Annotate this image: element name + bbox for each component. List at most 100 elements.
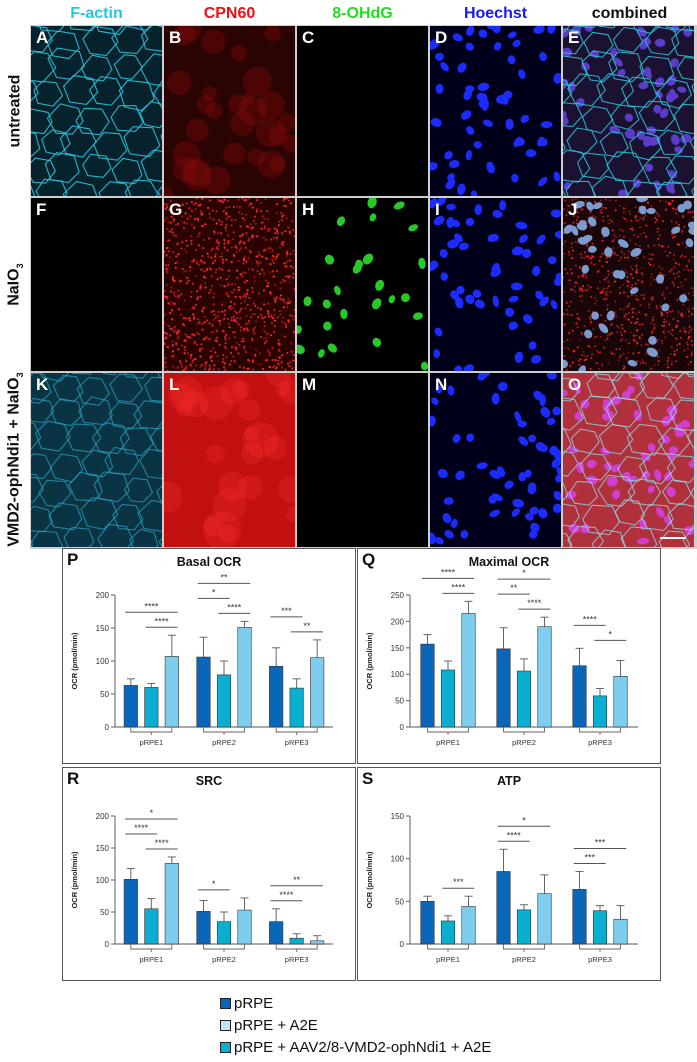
micrograph-panel-i: I	[430, 198, 561, 371]
micrograph-panel-d: D	[430, 26, 561, 196]
legend-label: pRPE	[234, 994, 274, 1012]
panel-letter: C	[302, 28, 315, 47]
legend-swatch	[220, 1019, 231, 1031]
svg-text:***: ***	[584, 852, 595, 862]
svg-text:****: ****	[144, 601, 159, 611]
svg-text:**: **	[220, 572, 228, 582]
svg-text:****: ****	[134, 823, 149, 833]
svg-text:****: ****	[583, 614, 598, 624]
svg-text:****: ****	[279, 890, 294, 900]
svg-text:200: 200	[391, 617, 405, 626]
chart-legend: pRPE pRPE + A2E pRPE + AAV2/8-VMD2-ophNd…	[220, 992, 491, 1058]
svg-text:pRPE1: pRPE1	[436, 955, 460, 964]
micrograph-panel-a: A	[31, 26, 162, 196]
micrograph-panel-o: O	[563, 373, 694, 547]
micrograph-panel-k: K	[31, 373, 162, 547]
svg-text:pRPE2: pRPE2	[212, 955, 236, 964]
bar-chart-plot: 0 50 100 150 200 250 OCR (pmol/min) pRPE1 pRPE2 p…	[365, 567, 638, 747]
chart-title: SRC	[195, 774, 223, 788]
svg-text:50: 50	[100, 908, 109, 917]
panel-letter: E	[568, 28, 580, 47]
svg-text:*: *	[212, 879, 216, 889]
svg-text:*: *	[608, 629, 612, 639]
svg-text:***: ***	[595, 837, 606, 847]
column-header-combined: combined	[591, 5, 668, 22]
micrograph-panel-f: F	[31, 198, 162, 371]
column-header-cpn60: CPN60	[203, 5, 256, 22]
svg-text:****: ****	[155, 616, 170, 626]
svg-text:*: *	[150, 808, 154, 818]
chart-title: Basal OCR	[176, 555, 242, 569]
panel-letter: O	[568, 375, 582, 394]
panel-letter: F	[36, 200, 47, 219]
svg-text:100: 100	[391, 855, 405, 864]
svg-text:****: ****	[155, 838, 170, 848]
panel-letter: B	[169, 28, 182, 47]
bar-chart-plot: 0 50 100 150 200 OCR (pmol/min) pRPE1 pRPE2 pRPE…	[70, 808, 333, 964]
micrograph-panel-c: C	[297, 26, 428, 196]
svg-text:50: 50	[100, 690, 109, 699]
svg-text:*: *	[522, 568, 526, 578]
micrograph-panel-h: H	[297, 198, 428, 371]
svg-text:250: 250	[391, 591, 405, 600]
svg-text:***: ***	[281, 606, 292, 616]
column-header-8-ohdg: 8-OHdG	[332, 5, 393, 22]
panel-letter: M	[302, 375, 317, 394]
svg-text:150: 150	[96, 624, 110, 633]
svg-text:pRPE1: pRPE1	[139, 738, 163, 747]
panel-letter: I	[435, 200, 440, 219]
panel-letter: A	[36, 28, 49, 47]
panel-letter: G	[169, 200, 183, 219]
svg-text:200: 200	[96, 591, 110, 600]
panel-letter: K	[36, 375, 49, 394]
svg-text:***: ***	[453, 877, 464, 887]
svg-text:100: 100	[96, 876, 110, 885]
panel-letter: P	[67, 550, 79, 569]
svg-text:*: *	[522, 815, 526, 825]
micrograph-grid: A B C D E F G H I J K L M N O	[30, 25, 697, 549]
svg-text:****: ****	[451, 582, 466, 592]
chart-title: Maximal OCR	[468, 555, 550, 569]
micrograph-panel-b: B	[164, 26, 295, 196]
svg-text:pRPE3: pRPE3	[588, 955, 612, 964]
micrograph-panel-j: J	[563, 198, 694, 371]
svg-text:150: 150	[391, 812, 405, 821]
panel-letter: H	[302, 200, 315, 219]
panel-letter: L	[169, 375, 180, 394]
svg-text:pRPE2: pRPE2	[512, 738, 536, 747]
svg-text:OCR (pmol/min): OCR (pmol/min)	[365, 851, 374, 909]
panel-letter: D	[435, 28, 448, 47]
svg-text:150: 150	[96, 844, 110, 853]
panel-letter: S	[362, 769, 374, 788]
row-label-naio3: NaIO3	[5, 263, 25, 306]
micrograph-panel-e: E	[563, 26, 694, 196]
svg-text:pRPE2: pRPE2	[212, 738, 236, 747]
svg-text:pRPE1: pRPE1	[436, 738, 460, 747]
svg-text:0: 0	[105, 723, 110, 732]
svg-text:pRPE3: pRPE3	[285, 955, 309, 964]
svg-text:OCR (pmol/min): OCR (pmol/min)	[70, 632, 79, 690]
legend-item-prpe-a2e: pRPE + A2E	[220, 1014, 491, 1036]
column-header-f-actin: F-actin	[70, 5, 123, 22]
svg-text:**: **	[510, 583, 518, 593]
svg-text:100: 100	[391, 670, 405, 679]
svg-text:0: 0	[400, 940, 405, 949]
svg-text:pRPE1: pRPE1	[139, 955, 163, 964]
row-label-untreated: untreated	[6, 74, 23, 148]
micrograph-panel-l: L	[164, 373, 295, 547]
svg-text:200: 200	[96, 812, 110, 821]
legend-label: pRPE + AAV2/8-VMD2-ophNdi1 + A2E	[234, 1038, 492, 1056]
svg-text:****: ****	[507, 830, 522, 840]
panel-letter: R	[67, 769, 80, 788]
svg-text:50: 50	[395, 897, 404, 906]
legend-item-prpe-aav-a2e: pRPE + AAV2/8-VMD2-ophNdi1 + A2E	[220, 1036, 491, 1058]
svg-text:**: **	[303, 621, 311, 631]
svg-text:pRPE3: pRPE3	[285, 738, 309, 747]
micrograph-panel-m: M	[297, 373, 428, 547]
column-header-hoechst: Hoechst	[463, 5, 528, 22]
chart-panel-src: R SRC 0 50 100 150 200 OCR (pmol/min) pRPE1 pRP…	[62, 767, 356, 981]
svg-text:****: ****	[527, 598, 542, 608]
svg-text:****: ****	[227, 602, 242, 612]
legend-swatch	[220, 997, 231, 1009]
